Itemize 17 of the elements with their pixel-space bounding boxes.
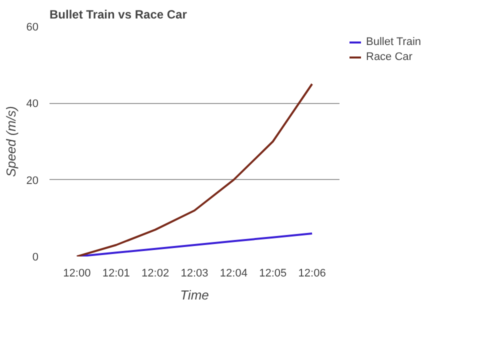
x-tick-label: 12:01 [102, 268, 130, 280]
x-tick-label: 12:05 [259, 268, 287, 280]
x-axis-title: Time [180, 288, 209, 302]
x-tick-label: 12:03 [180, 268, 208, 280]
x-tick-label: 12:00 [63, 268, 91, 280]
y-tick-label: 20 [26, 174, 39, 187]
line-series [76, 83, 314, 256]
y-tick-label: 60 [26, 22, 39, 34]
legend-label: Bullet Train [366, 36, 422, 48]
x-tick-label: 12:06 [298, 268, 326, 280]
y-tick-label: 0 [32, 252, 39, 264]
y-axis-title: Speed (m/s) [3, 106, 18, 177]
x-tick-label: 12:02 [142, 268, 170, 280]
x-tick-label: 12:04 [220, 268, 248, 280]
chart-title: Bullet Train vs Race Car [50, 8, 188, 22]
y-tick-label: 40 [26, 98, 39, 110]
legend-label: Race Car [366, 51, 412, 63]
